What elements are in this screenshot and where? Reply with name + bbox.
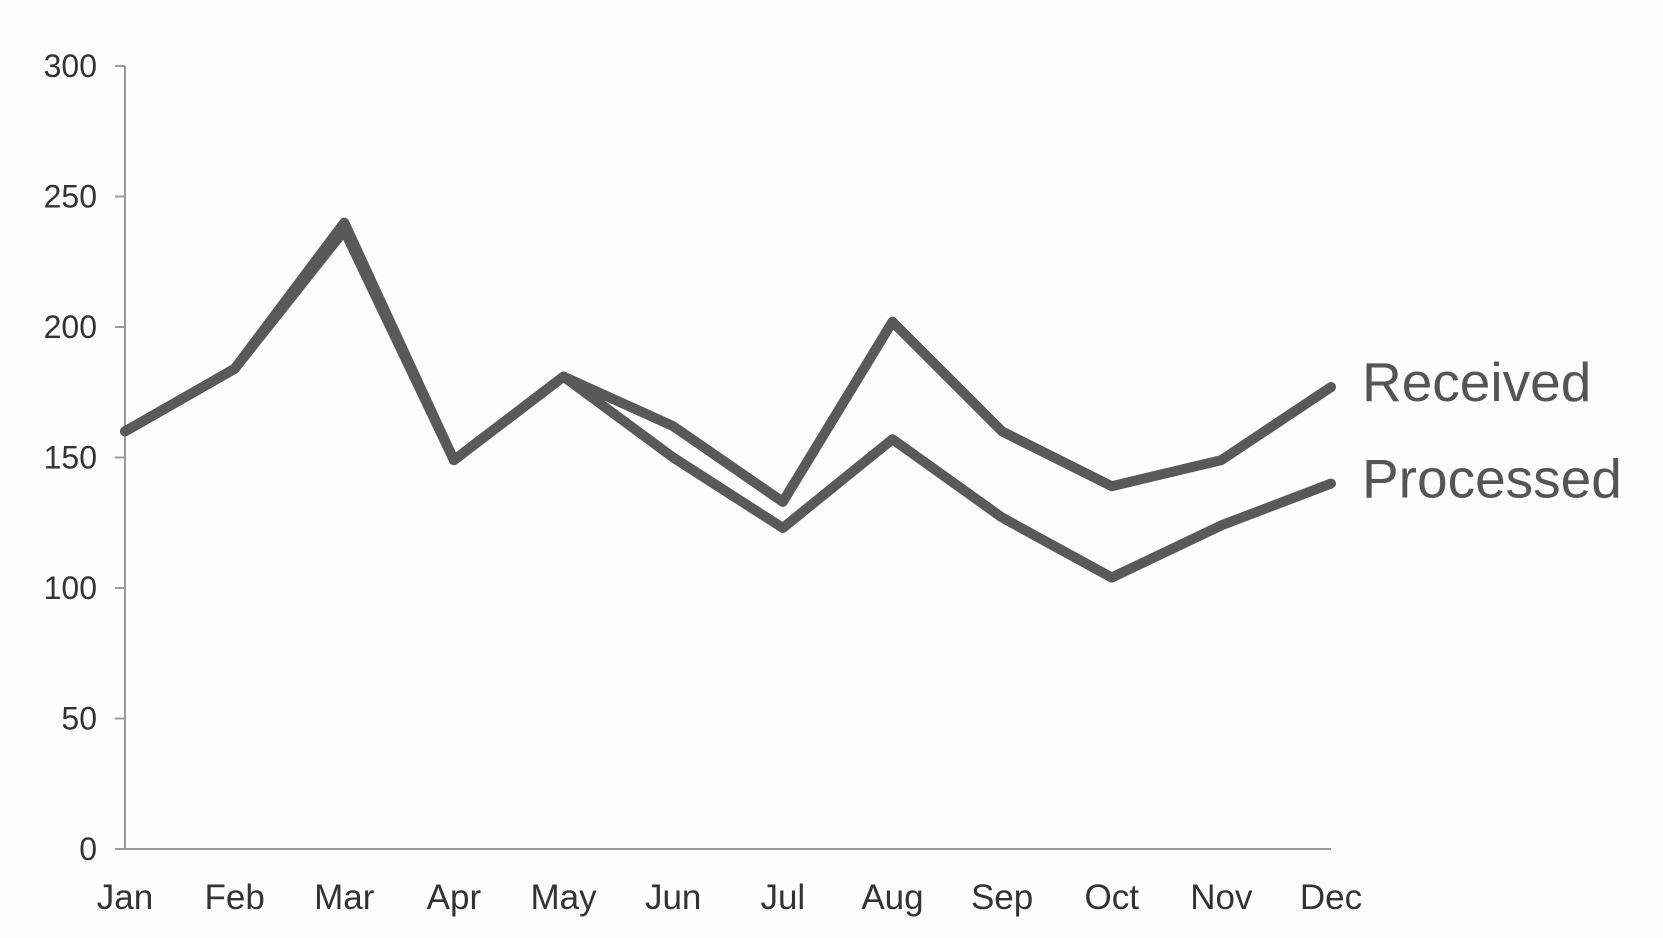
x-tick-label: Aug [861,878,923,917]
x-tick-label: Apr [427,878,482,917]
y-tick-label: 150 [44,440,97,476]
x-tick-label: Jul [760,878,805,917]
x-tick-label: May [530,878,597,917]
x-tick-label: Sep [971,878,1033,917]
y-tick-label: 50 [61,701,97,737]
x-tick-label: Oct [1085,878,1140,917]
y-tick-label: 300 [44,48,97,84]
x-tick-label: Nov [1190,878,1253,917]
y-tick-label: 200 [44,309,97,345]
y-tick-label: 100 [44,570,97,606]
series-label-processed: Processed [1362,448,1622,510]
x-tick-label: Mar [314,878,375,917]
series-line-processed [120,225,1336,583]
series-line-received [120,217,1336,507]
x-tick-label: Feb [204,878,264,917]
series-label-received: Received [1362,351,1591,413]
x-tick-label: Dec [1300,878,1362,917]
x-tick-label: Jun [645,878,701,917]
y-tick-label: 250 [44,179,97,215]
y-tick-label: 0 [79,831,97,867]
x-tick-label: Jan [97,878,153,917]
